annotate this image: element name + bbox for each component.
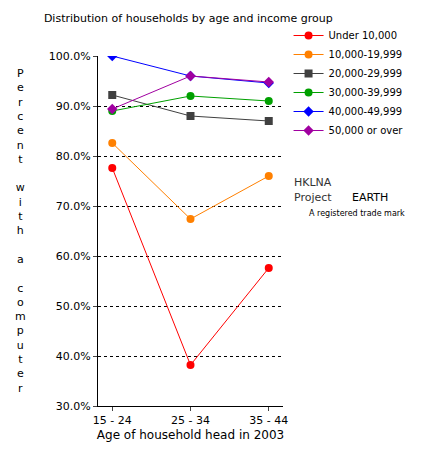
svg-text:Percent with a computer: Percent with a computer: [15, 67, 26, 395]
svg-text:80.0%: 80.0%: [56, 150, 91, 163]
svg-text:30,000-39,999: 30,000-39,999: [329, 87, 403, 98]
svg-text:Distribution of households by: Distribution of households by age and in…: [44, 12, 333, 25]
svg-text:50.0%: 50.0%: [56, 300, 91, 313]
svg-text:Project: Project: [294, 191, 332, 204]
svg-text:100.0%: 100.0%: [49, 50, 91, 63]
svg-text:Under 10,000: Under 10,000: [329, 30, 397, 41]
svg-text:30.0%: 30.0%: [56, 400, 91, 413]
svg-text:90.0%: 90.0%: [56, 100, 91, 113]
svg-text:10,000-19,999: 10,000-19,999: [329, 49, 403, 60]
svg-text:Age of household head in 2003: Age of household head in 2003: [97, 428, 284, 442]
svg-text:50,000 or over: 50,000 or over: [329, 125, 404, 136]
svg-text:70.0%: 70.0%: [56, 200, 91, 213]
svg-text:35 - 44: 35 - 44: [249, 414, 288, 427]
svg-text:HKLNA: HKLNA: [294, 176, 332, 189]
svg-text:25 - 34: 25 - 34: [171, 414, 210, 427]
svg-text:60.0%: 60.0%: [56, 250, 91, 263]
svg-text:40,000-49,999: 40,000-49,999: [329, 106, 403, 117]
svg-text:20,000-29,999: 20,000-29,999: [329, 68, 403, 79]
svg-text:15 - 24: 15 - 24: [93, 414, 132, 427]
svg-text:EARTH: EARTH: [352, 191, 388, 204]
svg-text:40.0%: 40.0%: [56, 350, 91, 363]
svg-text:A registered trade mark: A registered trade mark: [309, 209, 405, 218]
